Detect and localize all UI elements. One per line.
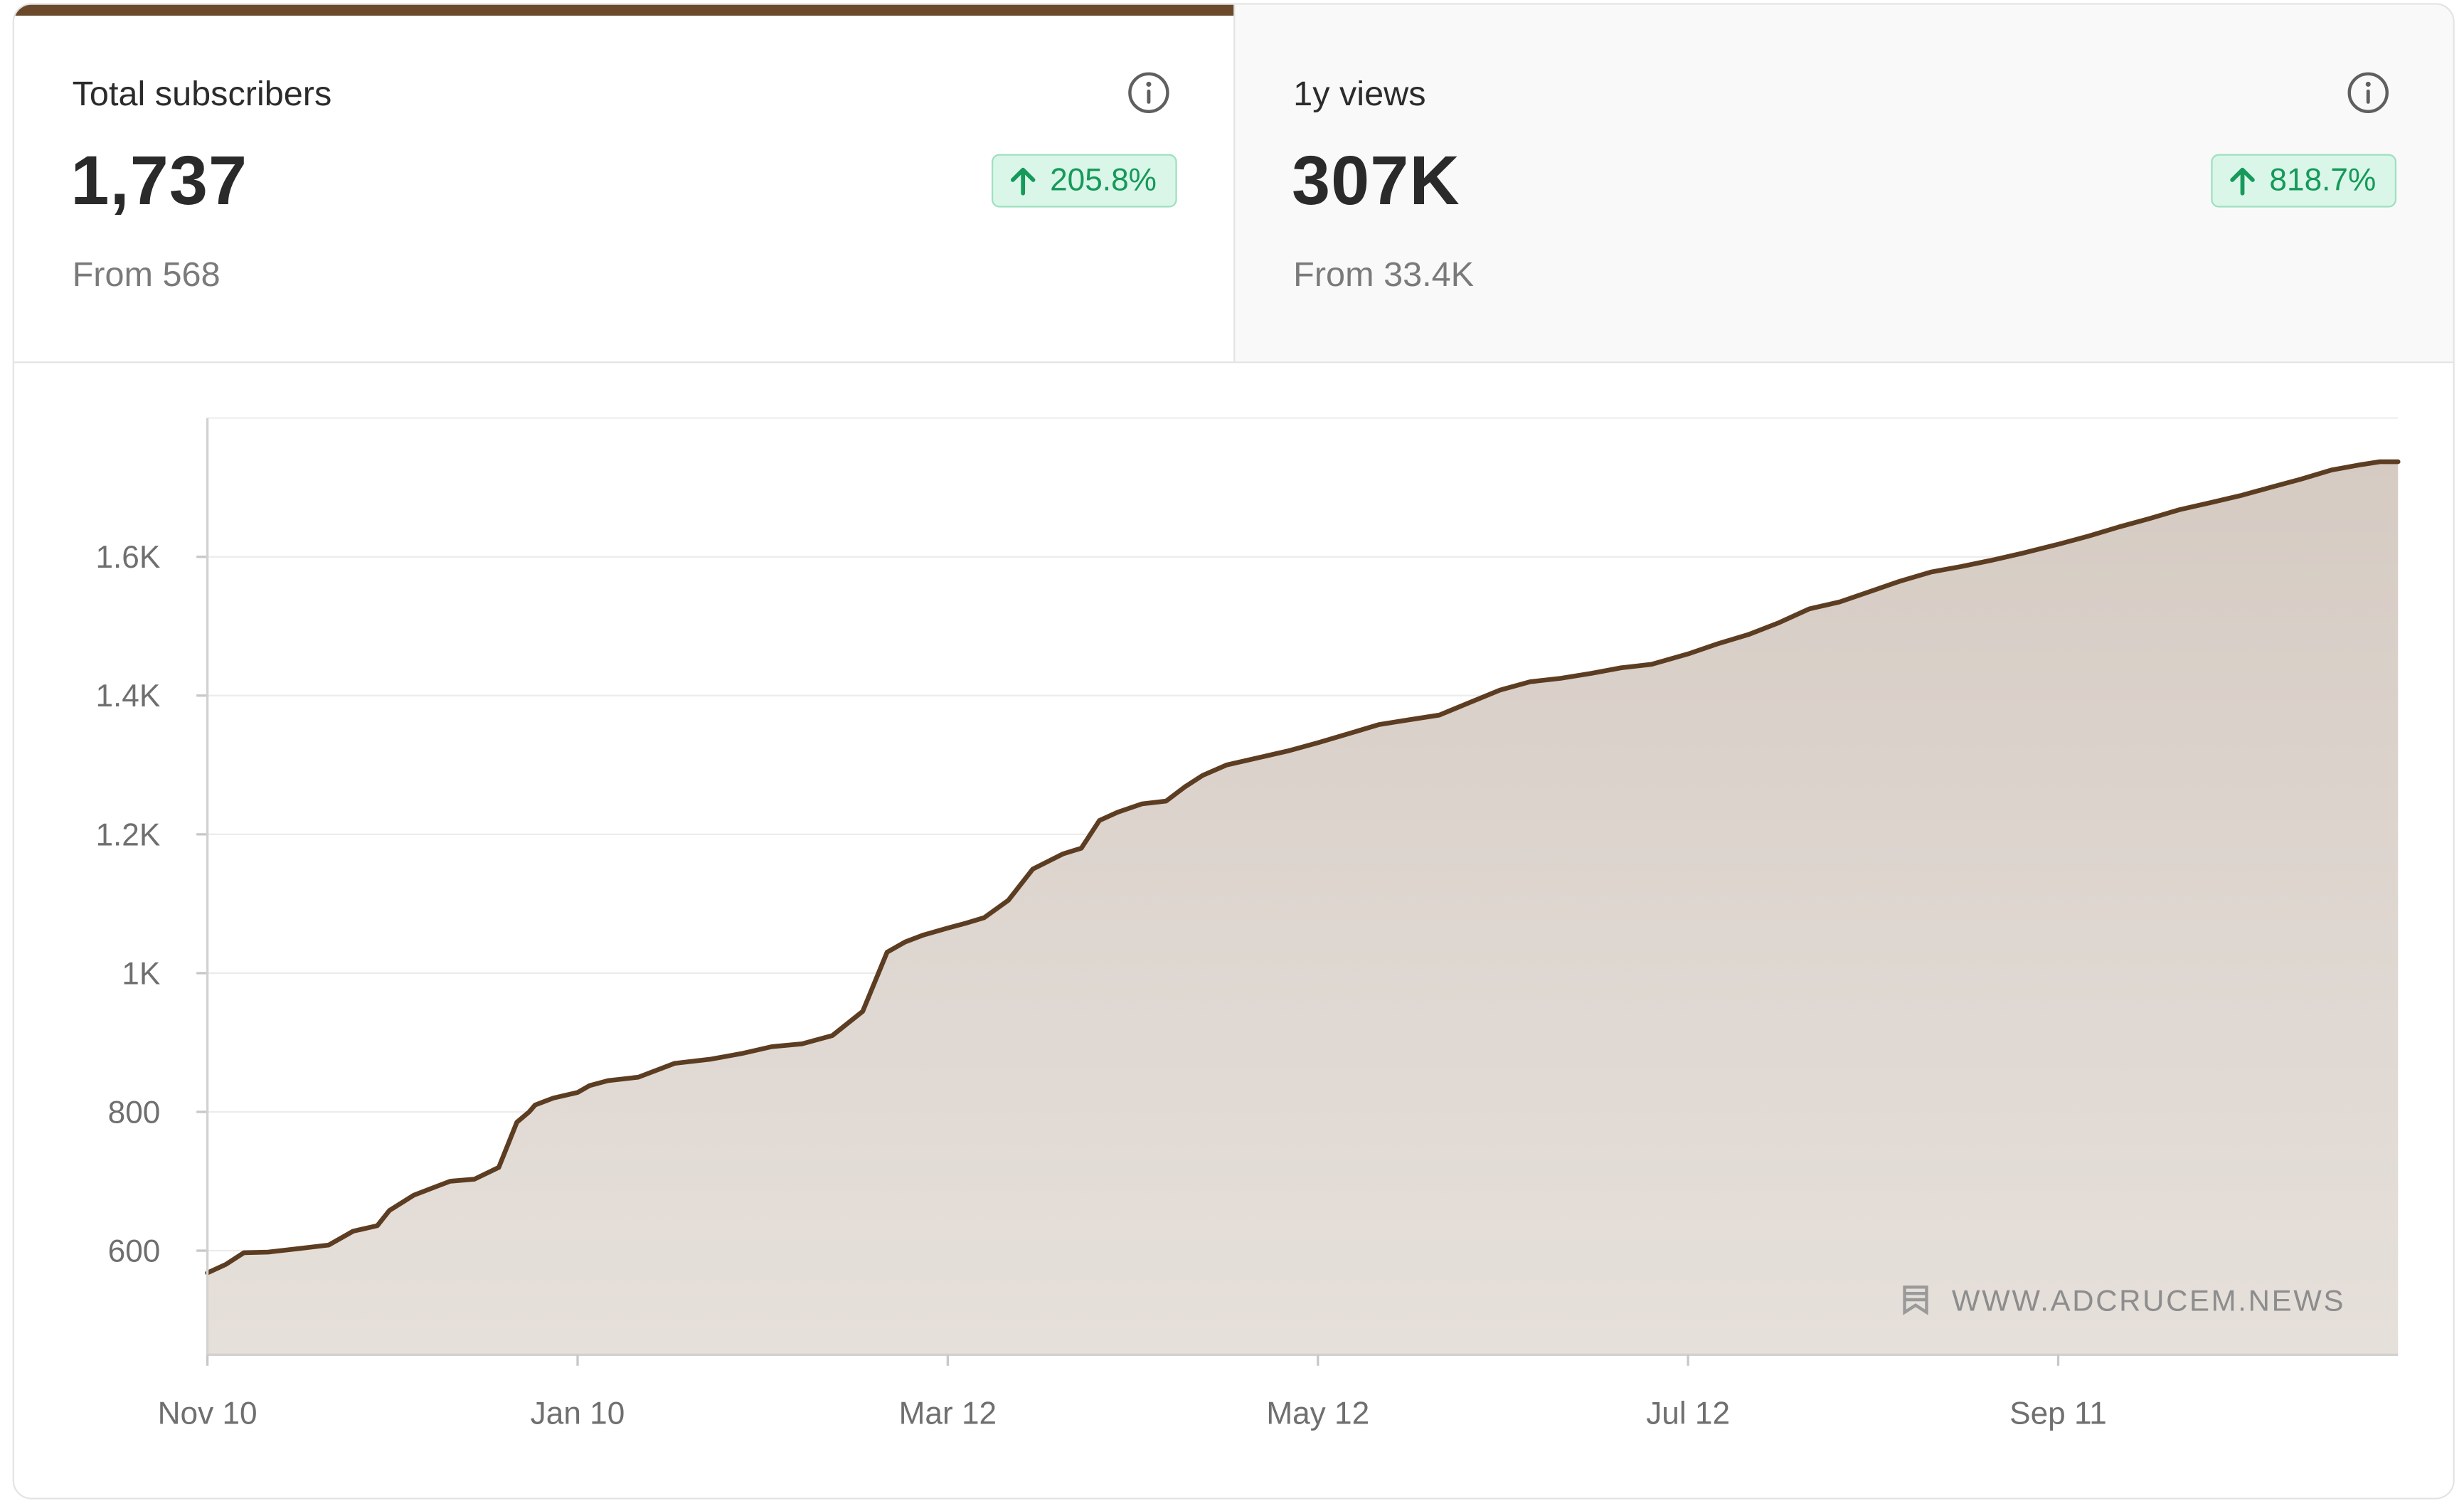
delta-value: 205.8% (1050, 162, 1157, 198)
y-tick-label: 1.2K (95, 817, 160, 852)
y-tick-label: 1.6K (95, 540, 160, 575)
y-tick-label: 800 (108, 1095, 161, 1130)
delta-value: 818.7% (2269, 162, 2377, 198)
series-line (205, 459, 2401, 1276)
metric-from: From 33.4K (1293, 254, 1475, 295)
y-tick-label: 1K (122, 956, 160, 991)
watermark-text: WWW.ADCRUCEM.NEWS (1952, 1283, 2345, 1317)
x-tick-label: Sep 11 (2009, 1396, 2107, 1431)
y-tick-label: 600 (108, 1234, 161, 1268)
arrow-up-icon (1011, 167, 1036, 196)
metric-tabs: Total subscribers 1,737 205.8% From 568 … (14, 4, 2453, 364)
series-area (207, 462, 2399, 1355)
tab-total-subscribers[interactable]: Total subscribers 1,737 205.8% From 568 (14, 4, 1236, 362)
x-tick-label: Mar 12 (899, 1396, 997, 1431)
metric-value: 1,737 (70, 143, 248, 221)
info-circle-icon[interactable] (2346, 70, 2390, 115)
watermark: WWW.ADCRUCEM.NEWS (1903, 1283, 2345, 1317)
x-tick-label: Jul 12 (1646, 1396, 1730, 1431)
metric-from: From 568 (72, 254, 221, 295)
delta-badge: 205.8% (992, 154, 1177, 208)
metric-label: 1y views (1293, 73, 1426, 114)
x-tick-label: Jan 10 (531, 1396, 625, 1431)
x-tick-label: Nov 10 (158, 1396, 257, 1431)
delta-badge: 818.7% (2211, 154, 2397, 208)
info-circle-icon[interactable] (1127, 70, 1171, 115)
bookmark-icon (1903, 1285, 1928, 1315)
active-tab-indicator (14, 4, 1234, 16)
arrow-up-icon (2230, 167, 2256, 196)
metric-value: 307K (1291, 143, 1460, 221)
y-tick-label: 1.4K (95, 679, 160, 714)
metric-label: Total subscribers (72, 73, 332, 114)
tab-1y-views[interactable]: 1y views 307K 818.7% From 33.4K (1235, 4, 2453, 362)
x-tick-label: May 12 (1266, 1396, 1369, 1431)
